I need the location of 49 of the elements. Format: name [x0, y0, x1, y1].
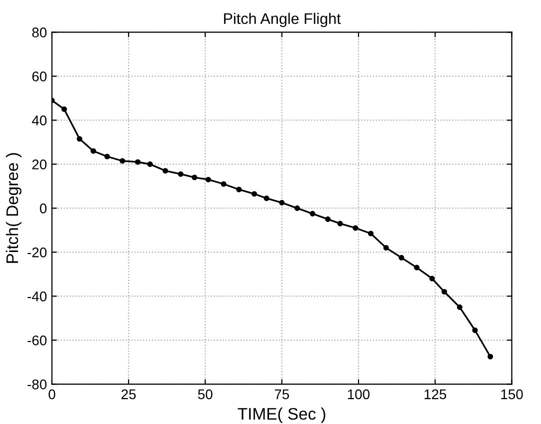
point [206, 176, 212, 182]
point [429, 276, 435, 282]
point [352, 225, 358, 231]
point [264, 196, 270, 202]
x-tick-label: 150 [501, 389, 523, 400]
point [192, 174, 198, 180]
point [414, 264, 420, 270]
x-tick-label: 25 [122, 389, 136, 400]
y-tick-label: 80 [32, 28, 47, 38]
point [472, 327, 478, 334]
x-tick-label: 50 [198, 389, 212, 400]
point [294, 205, 300, 211]
point [134, 159, 141, 165]
point [325, 216, 331, 222]
point [147, 161, 153, 167]
point [120, 158, 126, 164]
point [383, 244, 389, 251]
y-tick-label: 60 [32, 72, 47, 82]
point [456, 304, 462, 310]
x-tick-label: 100 [348, 389, 370, 400]
point [368, 230, 374, 236]
y-axis-title: Pitch( Degree ) [6, 153, 22, 263]
point [310, 210, 316, 216]
point [104, 154, 110, 160]
point [236, 186, 242, 192]
point [61, 106, 67, 112]
x-tick-label: 75 [274, 390, 290, 400]
point [220, 181, 226, 187]
point [251, 191, 258, 197]
point [398, 254, 404, 260]
y-tick-label: 40 [32, 116, 47, 126]
point [178, 171, 184, 177]
point [90, 148, 96, 154]
x-tick-label: 0 [48, 389, 56, 400]
y-tick-label: -80 [28, 379, 47, 390]
chart-title: Pitch Angle Flight [224, 12, 341, 28]
point [488, 354, 494, 360]
y-tick-label: 20 [32, 160, 47, 170]
point [279, 200, 285, 206]
point [442, 288, 448, 295]
point [162, 168, 168, 174]
y-tick-label: -40 [28, 292, 47, 302]
point [76, 136, 82, 142]
point [337, 220, 343, 226]
y-tick-label: -60 [28, 335, 47, 346]
x-axis-title: TIME( Sec ) [238, 408, 326, 424]
y-tick-label: 0 [40, 204, 47, 214]
y-tick-label: -20 [28, 248, 47, 258]
x-tick-label: 125 [424, 389, 446, 400]
